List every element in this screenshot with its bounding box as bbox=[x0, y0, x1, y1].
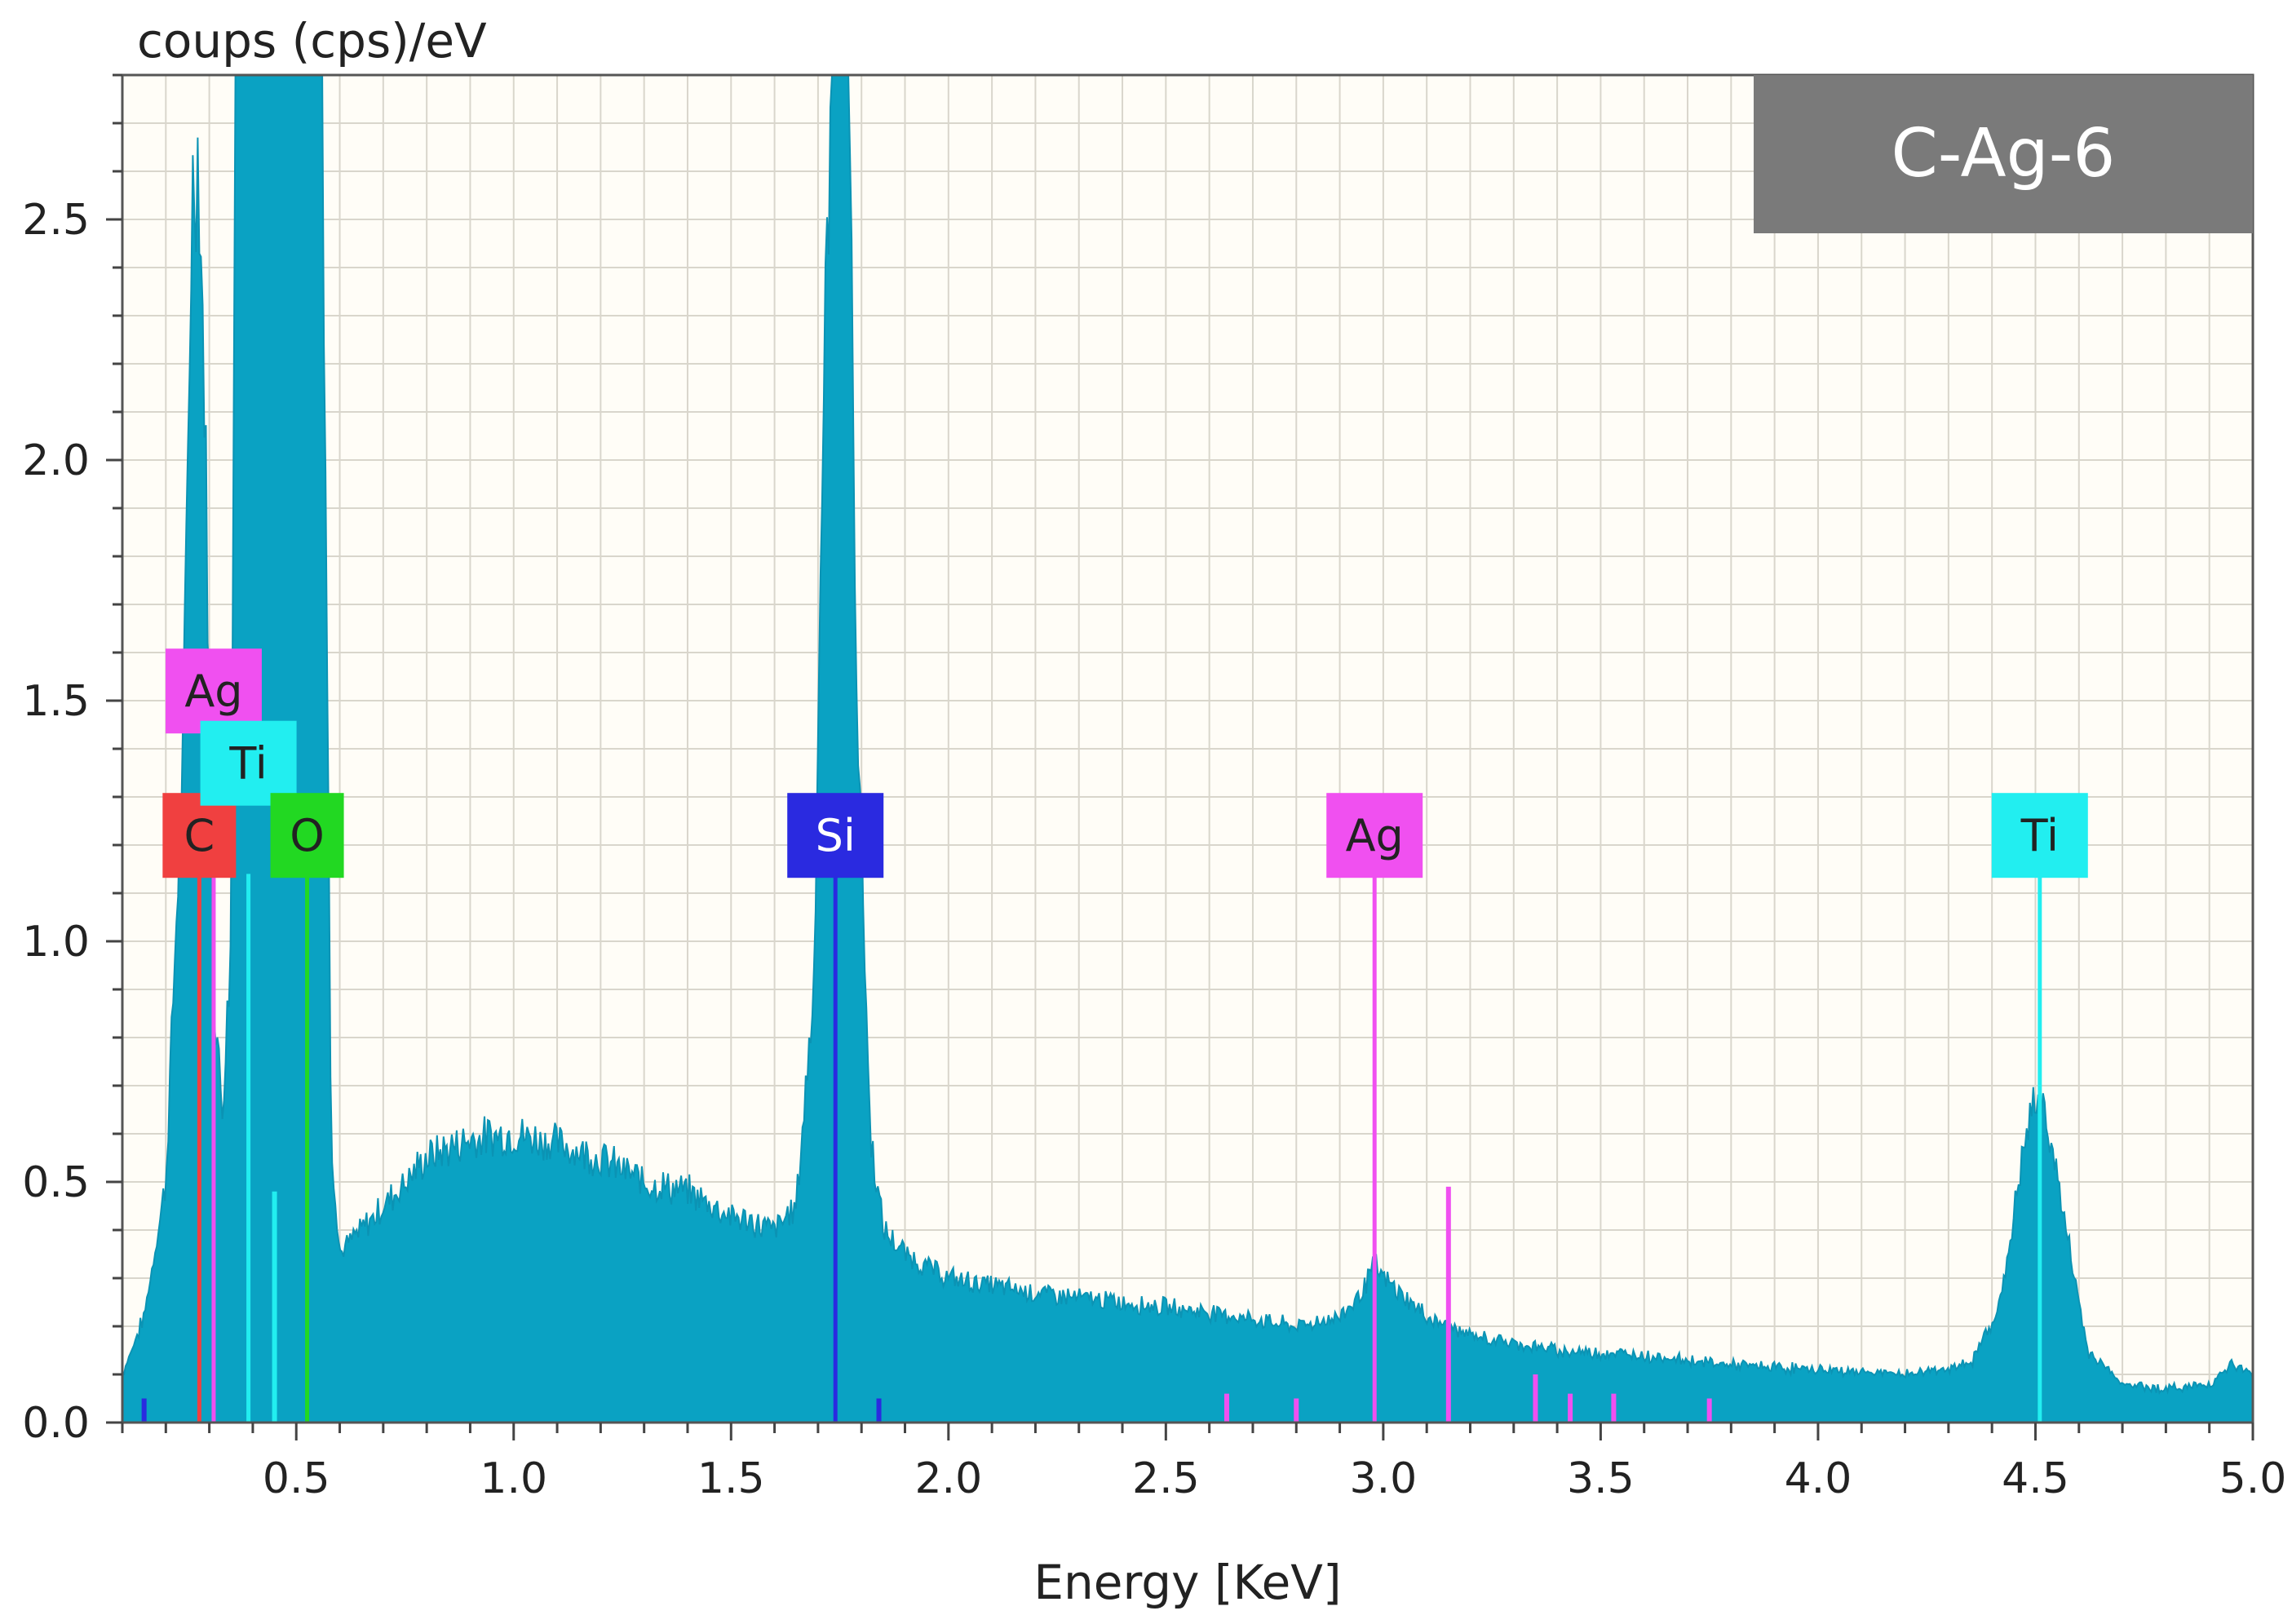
element-label-box bbox=[200, 720, 297, 806]
y-tick-label: 1.5 bbox=[22, 677, 90, 726]
x-axis-title: Energy [KeV] bbox=[1033, 1555, 1341, 1610]
x-axis-ticks: 0.5 1.0 1.5 2.0 2.5 3.0 3.5 4.0 4.5 5.0 bbox=[121, 1423, 2287, 1503]
element-label-text: Ti bbox=[228, 738, 267, 790]
x-tick-label: 4.0 bbox=[1785, 1454, 1852, 1503]
element-label-o: O bbox=[270, 793, 344, 878]
element-label-text: C bbox=[184, 810, 215, 861]
x-tick-label: 3.5 bbox=[1567, 1454, 1635, 1503]
element-label-box bbox=[787, 793, 884, 878]
element-label-ti: Ti bbox=[200, 720, 297, 806]
element-label-box bbox=[1991, 793, 2088, 878]
x-tick-label: 2.0 bbox=[914, 1454, 982, 1503]
element-lines bbox=[141, 874, 2042, 1423]
element-label-ag: Ag bbox=[1326, 793, 1423, 878]
element-label-ti: Ti bbox=[1991, 793, 2088, 878]
element-label-si: Si bbox=[787, 793, 884, 878]
element-label-c: C bbox=[162, 793, 237, 878]
element-labels: C Ag Ti O Si Ag Ti bbox=[162, 648, 2088, 878]
element-label-box bbox=[1326, 793, 1423, 878]
x-tick-label: 4.5 bbox=[2002, 1454, 2069, 1503]
y-axis-title: coups (cps)/eV bbox=[137, 13, 487, 69]
x-tick-label: 0.5 bbox=[263, 1454, 330, 1503]
element-label-ag: Ag bbox=[165, 648, 262, 734]
y-tick-label: 1.0 bbox=[22, 918, 90, 967]
element-label-text: Ag bbox=[1346, 810, 1404, 861]
element-label-text: O bbox=[290, 810, 325, 861]
x-tick-label: 2.5 bbox=[1132, 1454, 1200, 1503]
y-tick-label: 0.0 bbox=[22, 1399, 90, 1448]
y-tick-label: 0.5 bbox=[22, 1158, 90, 1207]
sample-label: C-Ag-6 bbox=[1892, 115, 2116, 192]
sample-label-box: C-Ag-6 bbox=[1754, 75, 2253, 233]
element-label-text: Si bbox=[816, 810, 856, 861]
element-label-box bbox=[165, 648, 262, 734]
x-tick-label: 1.5 bbox=[697, 1454, 765, 1503]
y-tick-label: 2.0 bbox=[22, 436, 90, 485]
element-label-text: Ti bbox=[2020, 810, 2059, 861]
y-axis-ticks: 0.0 0.5 1.0 1.5 2.0 2.5 bbox=[22, 73, 122, 1448]
x-tick-label: 3.0 bbox=[1350, 1454, 1418, 1503]
x-tick-label: 1.0 bbox=[480, 1454, 547, 1503]
element-label-box bbox=[270, 793, 344, 878]
element-label-box bbox=[162, 793, 237, 878]
y-tick-label: 2.5 bbox=[22, 196, 90, 245]
x-tick-label: 5.0 bbox=[2219, 1454, 2287, 1503]
sample-label-background bbox=[1754, 75, 2253, 233]
element-label-text: Ag bbox=[184, 666, 242, 717]
